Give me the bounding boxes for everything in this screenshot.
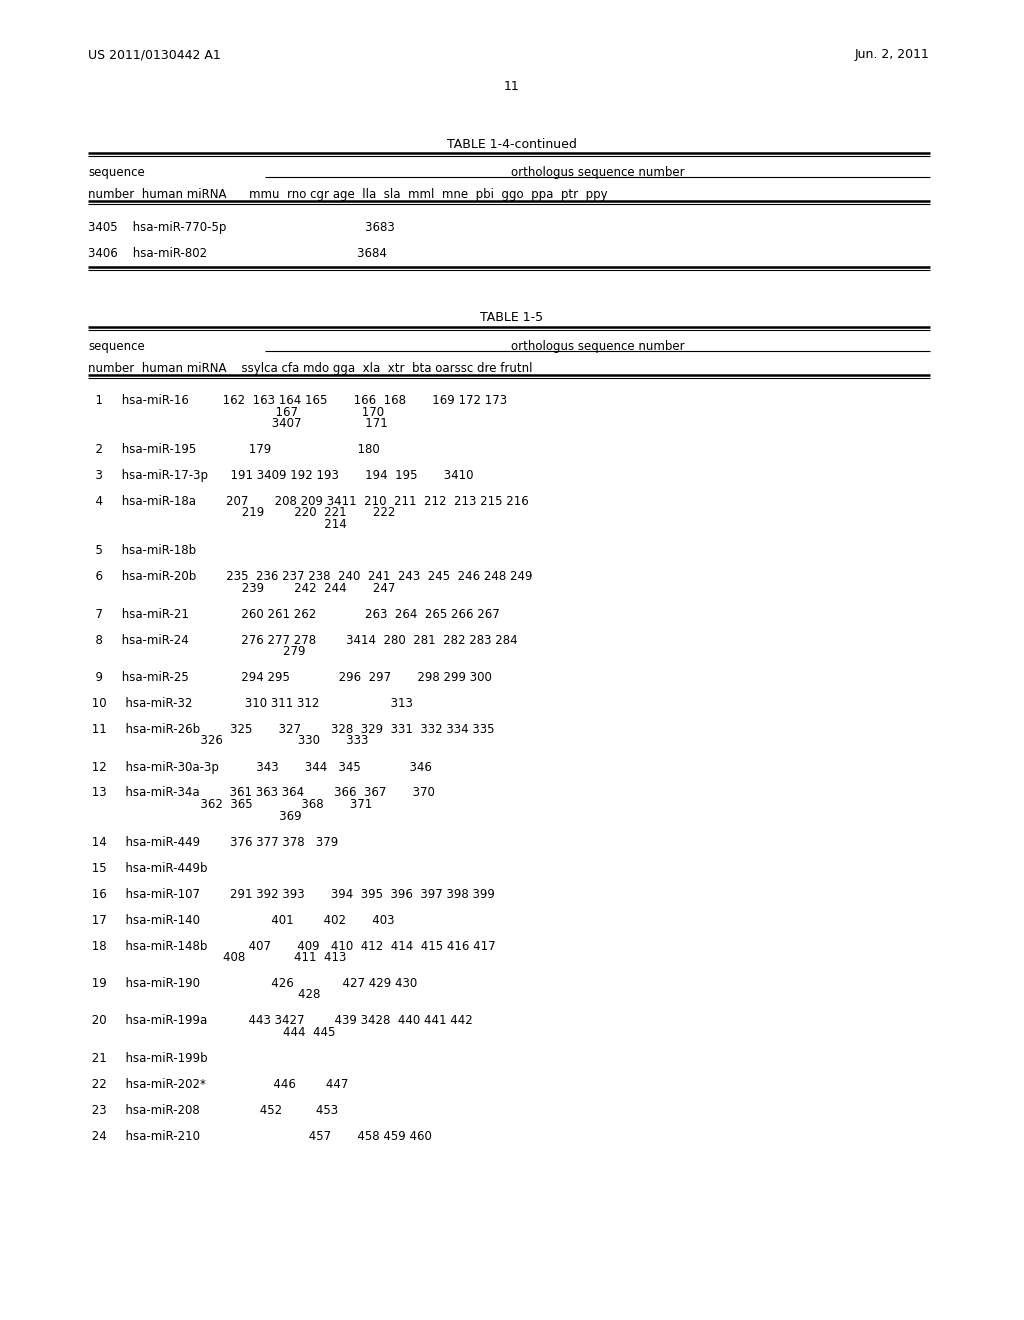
Text: 14     hsa-miR-449        376 377 378   379: 14 hsa-miR-449 376 377 378 379 [88, 836, 338, 849]
Text: 369: 369 [88, 809, 302, 822]
Text: 444  445: 444 445 [88, 1026, 336, 1039]
Text: orthologus sequence number: orthologus sequence number [511, 166, 684, 180]
Text: 4     hsa-miR-18a        207       208 209 3411  210  211  212  213 215 216: 4 hsa-miR-18a 207 208 209 3411 210 211 2… [88, 495, 528, 508]
Text: 5     hsa-miR-18b: 5 hsa-miR-18b [88, 544, 197, 557]
Text: 3405    hsa-miR-770-5p                                     3683: 3405 hsa-miR-770-5p 3683 [88, 220, 394, 234]
Text: 15     hsa-miR-449b: 15 hsa-miR-449b [88, 862, 208, 874]
Text: 279: 279 [88, 645, 305, 657]
Text: 3407                 171: 3407 171 [88, 417, 388, 430]
Text: 239        242  244       247: 239 242 244 247 [88, 582, 395, 594]
Text: 10     hsa-miR-32              310 311 312                   313: 10 hsa-miR-32 310 311 312 313 [88, 697, 413, 710]
Text: 3     hsa-miR-17-3p      191 3409 192 193       194  195       3410: 3 hsa-miR-17-3p 191 3409 192 193 194 195… [88, 469, 473, 482]
Text: 13     hsa-miR-34a        361 363 364        366  367       370: 13 hsa-miR-34a 361 363 364 366 367 370 [88, 787, 435, 800]
Text: Jun. 2, 2011: Jun. 2, 2011 [855, 48, 930, 61]
Text: 7     hsa-miR-21              260 261 262             263  264  265 266 267: 7 hsa-miR-21 260 261 262 263 264 265 266… [88, 607, 500, 620]
Text: 20     hsa-miR-199a           443 3427        439 3428  440 441 442: 20 hsa-miR-199a 443 3427 439 3428 440 44… [88, 1015, 473, 1027]
Text: 408             411  413: 408 411 413 [88, 950, 346, 964]
Text: 1     hsa-miR-16         162  163 164 165       166  168       169 172 173: 1 hsa-miR-16 162 163 164 165 166 168 169… [88, 393, 507, 407]
Text: TABLE 1-5: TABLE 1-5 [480, 312, 544, 323]
Text: US 2011/0130442 A1: US 2011/0130442 A1 [88, 48, 221, 61]
Text: 6     hsa-miR-20b        235  236 237 238  240  241  243  245  246 248 249: 6 hsa-miR-20b 235 236 237 238 240 241 24… [88, 570, 532, 583]
Text: 11: 11 [504, 81, 520, 92]
Text: 11     hsa-miR-26b        325       327        328  329  331  332 334 335: 11 hsa-miR-26b 325 327 328 329 331 332 3… [88, 723, 495, 737]
Text: 23     hsa-miR-208                452         453: 23 hsa-miR-208 452 453 [88, 1104, 338, 1117]
Text: 12     hsa-miR-30a-3p          343       344   345             346: 12 hsa-miR-30a-3p 343 344 345 346 [88, 760, 432, 774]
Text: orthologus sequence number: orthologus sequence number [511, 341, 684, 352]
Text: 24     hsa-miR-210                             457       458 459 460: 24 hsa-miR-210 457 458 459 460 [88, 1130, 432, 1143]
Text: 21     hsa-miR-199b: 21 hsa-miR-199b [88, 1052, 208, 1065]
Text: 428: 428 [88, 989, 321, 1002]
Text: 167                 170: 167 170 [88, 405, 384, 418]
Text: 9     hsa-miR-25              294 295             296  297       298 299 300: 9 hsa-miR-25 294 295 296 297 298 299 300 [88, 671, 492, 684]
Text: 22     hsa-miR-202*                  446        447: 22 hsa-miR-202* 446 447 [88, 1078, 348, 1092]
Text: number  human miRNA      mmu  rno cgr age  lla  sla  mml  mne  pbi  ggo  ppa  pt: number human miRNA mmu rno cgr age lla s… [88, 187, 607, 201]
Text: 362  365             368       371: 362 365 368 371 [88, 799, 373, 810]
Text: 8     hsa-miR-24              276 277 278        3414  280  281  282 283 284: 8 hsa-miR-24 276 277 278 3414 280 281 28… [88, 634, 517, 647]
Text: 219        220  221       222: 219 220 221 222 [88, 507, 395, 520]
Text: 214: 214 [88, 517, 347, 531]
Text: 18     hsa-miR-148b           407       409   410  412  414  415 416 417: 18 hsa-miR-148b 407 409 410 412 414 415 … [88, 940, 496, 953]
Text: TABLE 1-4-continued: TABLE 1-4-continued [447, 139, 577, 150]
Text: number  human miRNA    ssylca cfa mdo gga  xla  xtr  bta oarssc dre frutnl: number human miRNA ssylca cfa mdo gga xl… [88, 362, 532, 375]
Text: 17     hsa-miR-140                   401        402       403: 17 hsa-miR-140 401 402 403 [88, 913, 394, 927]
Text: 2     hsa-miR-195              179                       180: 2 hsa-miR-195 179 180 [88, 444, 380, 455]
Text: sequence: sequence [88, 166, 144, 180]
Text: 326                    330       333: 326 330 333 [88, 734, 369, 747]
Text: sequence: sequence [88, 341, 144, 352]
Text: 19     hsa-miR-190                   426             427 429 430: 19 hsa-miR-190 426 427 429 430 [88, 977, 417, 990]
Text: 16     hsa-miR-107        291 392 393       394  395  396  397 398 399: 16 hsa-miR-107 291 392 393 394 395 396 3… [88, 887, 495, 900]
Text: 3406    hsa-miR-802                                        3684: 3406 hsa-miR-802 3684 [88, 247, 387, 260]
